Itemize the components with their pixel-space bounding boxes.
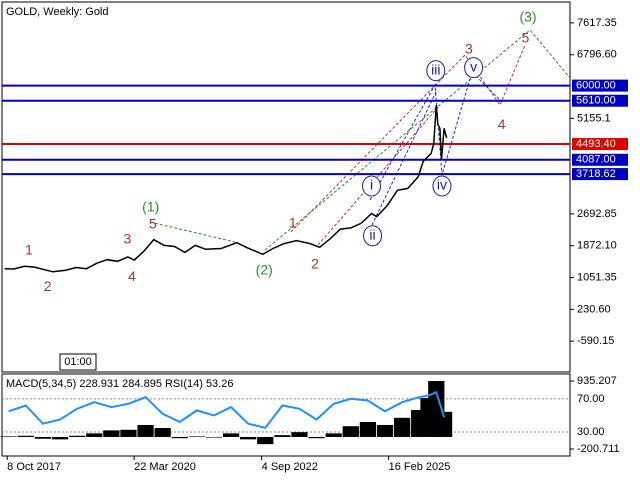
macd-bar [34,436,52,439]
y-tick-label: 1872.10 [577,240,617,252]
macd-bar [222,433,240,437]
wave-circle [464,57,484,79]
wave-label: i [370,177,373,193]
level-label-box [572,79,628,92]
wave-label: 4 [498,116,506,132]
y-tick-label: -200.711 [577,443,620,455]
macd-bar [240,436,257,440]
level-label-box [572,138,628,151]
macd-bar [393,417,411,437]
wave-label: iii [431,61,440,77]
y-tick-label: 7617.35 [577,17,617,29]
x-tick-label: 16 Feb 2025 [389,461,451,473]
wave-label: 4 [128,268,136,284]
wave-label: 3 [465,40,473,56]
wave-label: (2) [256,261,273,277]
projection-line [371,91,437,226]
macd-bar [86,433,103,437]
y-tick-label: 1051.35 [577,271,617,283]
macd-bar [376,424,394,437]
timeframe-label: 01:00 [64,356,92,368]
macd-bar [69,435,86,437]
macd-bar [171,436,188,439]
level-label-box [572,94,628,107]
timeframe-box [59,353,97,371]
y-tick-label: 6796.60 [577,49,617,61]
price-panel [1,1,571,373]
level-label: 3718.62 [576,168,616,180]
wave-label: v [470,58,477,74]
macd-bar [325,433,342,437]
wave-circle [426,60,446,82]
macd-bar [137,424,154,437]
y-tick-label: 230.60 [577,303,611,315]
y-tick-label: 2692.85 [577,208,617,220]
level-label: 4087.00 [576,154,616,166]
indicator-panel [1,373,571,457]
wave-label: iv [437,177,447,193]
rsi-line [8,390,446,429]
projection-line [264,29,571,251]
macd-bar [188,436,205,437]
wave-label: (3) [519,9,536,25]
macd-bar [435,411,453,437]
wave-circle [432,175,452,197]
y-tick-label: -590.15 [577,335,614,347]
price-line [4,104,448,273]
y-tick-label: 935.207 [577,375,617,387]
projection-line [290,44,526,233]
macd-bar [205,436,223,438]
macd-bar [342,426,359,437]
wave-circle [363,225,383,247]
wave-label: 5 [149,216,157,232]
x-tick-label: 8 Oct 2017 [7,461,61,473]
macd-bar [257,436,274,445]
macd-bar [291,432,308,437]
wave-label: ii [369,226,375,242]
macd-bar [17,435,34,437]
chart-title: GOLD, Weekly: Gold [6,6,109,18]
level-label-box [572,153,628,166]
wave-label: 1 [289,215,297,231]
macd-bar [0,436,17,437]
x-tick-label: 4 Sep 2022 [262,461,318,473]
wave-circle [362,175,382,197]
indicator-title: MACD(5,34,5) 228.931 284.895 RSI(14) 53.… [6,378,233,390]
wave-label: 2 [44,278,52,294]
macd-bar [51,436,69,440]
macd-bar [154,427,171,437]
level-label: 5610.00 [576,95,616,107]
y2-tick-label: 70.00 [577,393,605,405]
projection-line [149,221,236,243]
macd-bar [120,429,137,437]
level-label-box [572,168,628,181]
y2-tick-label: 30.00 [577,426,605,438]
x-tick-label: 22 Mar 2020 [134,461,196,473]
macd-bar [359,422,377,437]
wave-label: 5 [522,30,530,46]
wave-label: 3 [124,230,132,246]
wave-label: (1) [142,199,159,215]
macd-bar [308,436,325,439]
level-label: 4493.40 [576,138,616,150]
wave-label: 1 [25,241,33,257]
wave-label: 2 [311,255,319,271]
macd-bar [103,430,120,437]
macd-bar [274,435,291,437]
level-label: 6000.00 [576,80,616,92]
y-tick-label: 5155.1 [577,112,611,124]
